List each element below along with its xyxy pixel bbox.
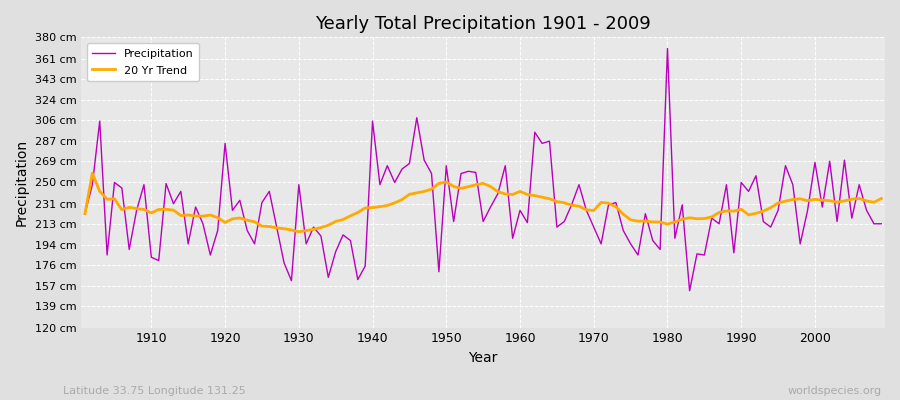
- 20 Yr Trend: [617, 212, 628, 216]
- Line: 20 Yr Trend: 20 Yr Trend: [85, 173, 881, 232]
- Legend: Precipitation, 20 Yr Trend: Precipitation, 20 Yr Trend: [86, 43, 199, 81]
- 20 Yr Trend: [316, 225, 327, 230]
- 20 Yr Trend: [529, 193, 540, 198]
- X-axis label: Year: Year: [469, 351, 498, 365]
- Precipitation: [662, 46, 673, 51]
- 20 Yr Trend: [360, 206, 371, 210]
- Y-axis label: Precipitation: Precipitation: [15, 139, 29, 226]
- 20 Yr Trend: [522, 192, 533, 197]
- 20 Yr Trend: [293, 229, 304, 234]
- Precipitation: [79, 211, 90, 216]
- Precipitation: [603, 202, 614, 207]
- 20 Yr Trend: [146, 210, 157, 215]
- 20 Yr Trend: [87, 171, 98, 176]
- Precipitation: [345, 238, 356, 243]
- 20 Yr Trend: [79, 211, 90, 216]
- Line: Precipitation: Precipitation: [85, 48, 881, 291]
- Precipitation: [301, 242, 311, 246]
- Precipitation: [139, 182, 149, 187]
- Precipitation: [684, 288, 695, 293]
- Text: worldspecies.org: worldspecies.org: [788, 386, 882, 396]
- Precipitation: [876, 221, 886, 226]
- Title: Yearly Total Precipitation 1901 - 2009: Yearly Total Precipitation 1901 - 2009: [315, 15, 651, 33]
- 20 Yr Trend: [876, 196, 886, 201]
- Precipitation: [508, 236, 518, 241]
- Precipitation: [515, 208, 526, 213]
- Text: Latitude 33.75 Longitude 131.25: Latitude 33.75 Longitude 131.25: [63, 386, 246, 396]
